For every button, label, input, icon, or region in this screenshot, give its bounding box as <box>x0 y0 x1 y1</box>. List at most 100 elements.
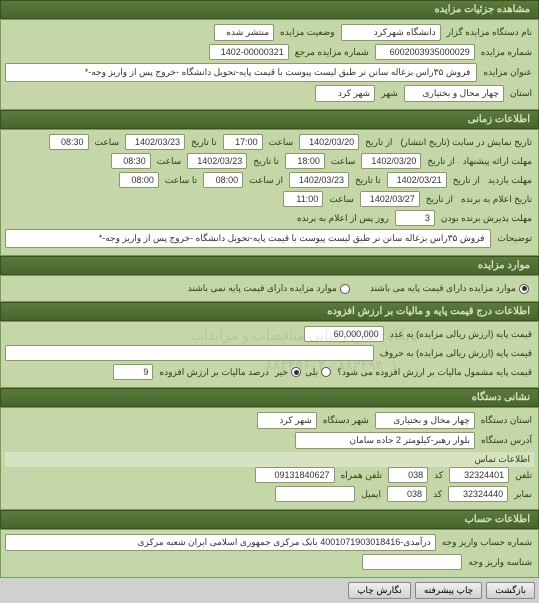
auction-no-label: شماره مزایده <box>479 47 534 58</box>
email-label: ایمیل <box>359 489 383 500</box>
visit-from-date: 1402/03/21 <box>387 172 447 188</box>
section-timing-body: تاریخ نمایش در سایت (تاریخ انتشار) از تا… <box>0 129 539 256</box>
status-label: وضعیت مزایده <box>278 27 337 38</box>
proposal-to-date: 1402/03/23 <box>187 153 247 169</box>
radio-vat-no[interactable]: خیر <box>275 367 301 378</box>
base-text-label: قیمت پایه (ارزش ریالی مزایده) به حروف <box>378 348 534 359</box>
section-price-body: پایگاه اطلاع رسانی مناقصات و مزایدات ۸۸۳… <box>0 321 539 388</box>
section-timing-header: اطلاعات زمانی <box>0 110 539 129</box>
email-field <box>275 486 355 502</box>
section-details-header: مشاهده جزئیات مزایده <box>0 0 539 19</box>
to-time-label1: تا ساعت <box>163 175 199 186</box>
proposal-from-date: 1402/03/20 <box>361 153 421 169</box>
vat-q-label: قیمت پایه مشمول مالیات بر ارزش افزوده می… <box>335 367 534 378</box>
radio-no-base[interactable]: موارد مزایده دارای قیمت پایه نمی باشند <box>188 283 350 294</box>
announce-date: 1402/03/27 <box>360 191 420 207</box>
time-label5: ساعت <box>327 194 356 205</box>
proposal-from-time: 18:00 <box>285 153 325 169</box>
time-label4: ساعت <box>155 156 184 167</box>
winner-accept-label: مهلت پذیرش برنده بودن <box>439 213 534 224</box>
pay-id-field <box>362 554 462 570</box>
to-date-label2: تا تاریخ <box>251 156 281 167</box>
pay-id-label: شناسه واریز وجه <box>466 557 534 568</box>
radio-vat-no-input[interactable] <box>291 367 301 377</box>
acc-no-label: شماره حساب واریز وجه <box>440 537 534 548</box>
time-label1: ساعت <box>267 137 296 148</box>
org-city-label: شهر دستگاه <box>321 415 371 426</box>
mobile-field: 09131840627 <box>255 467 335 483</box>
fax-label: نمابر <box>512 489 534 500</box>
desc-label: توضیحات <box>495 233 534 244</box>
vat-pct-label: درصد مالیات بر ارزش افزوده <box>157 367 270 378</box>
org-address-label: آدرس دستگاه <box>479 435 534 446</box>
section-account-header: اطلاعات حساب <box>0 510 539 529</box>
code2-field: 038 <box>387 486 427 502</box>
publish-to-time: 08:30 <box>49 134 89 150</box>
code1-label: کد <box>432 470 445 481</box>
preview-button[interactable]: چاپ پیشرفته <box>415 582 482 599</box>
section-items-body: موارد مزایده دارای قیمت پایه می باشند مو… <box>0 275 539 302</box>
province1-field: چهار محال و بختیاری <box>404 85 504 102</box>
ref-no-label: شماره مزایده مرجع <box>293 47 371 58</box>
base-num-field: 60,000,000 <box>304 326 384 342</box>
vat-pct-field: 9 <box>113 364 153 380</box>
contact-header: اطلاعات تماس <box>5 452 534 467</box>
fax-field: 32324440 <box>448 486 508 502</box>
section-price-header: اطلاعات درج قیمت پایه و مالیات بر ارزش ا… <box>0 302 539 321</box>
winner-accept-days: 3 <box>395 210 435 226</box>
radio-has-base-input[interactable] <box>519 284 529 294</box>
to-date-label3: تا تاریخ <box>353 175 383 186</box>
radio-has-base[interactable]: موارد مزایده دارای قیمت پایه می باشند <box>370 283 529 294</box>
org-address-field: بلوار رهبر-کیلومتر 2 جاده سامان <box>295 432 475 449</box>
proposal-to-time: 08:30 <box>111 153 151 169</box>
from-date-label1: از تاریخ <box>363 137 394 148</box>
phone-label: تلفن <box>513 470 534 481</box>
radio-has-base-label: موارد مزایده دارای قیمت پایه می باشند <box>370 283 516 294</box>
section-details-body: نام دستگاه مزایده گزار دانشگاه شهرکرد وض… <box>0 19 539 110</box>
from-date-label3: از تاریخ <box>451 175 482 186</box>
code1-field: 038 <box>388 467 428 483</box>
section-account-body: شماره حساب واریز وجه درآمدی-400107190301… <box>0 529 539 578</box>
city1-label: شهر <box>379 88 400 99</box>
visit-to-time: 08:00 <box>119 172 159 188</box>
from-date-label2: از تاریخ <box>425 156 456 167</box>
org-province-field: چهار محال و بختیاری <box>375 412 475 429</box>
org-name-field: دانشگاه شهرکرد <box>341 24 441 41</box>
back-button[interactable]: بازگشت <box>486 582 535 599</box>
section-org-header: نشانی دستگاه <box>0 388 539 407</box>
org-city-field: شهر کرد <box>257 412 317 429</box>
title-field: فروش ۳۵راس بزغاله سانن نر طبق لیست پیوست… <box>5 63 477 82</box>
publish-from-date: 1402/03/20 <box>299 134 359 150</box>
phone-field: 32324401 <box>449 467 509 483</box>
section-items-header: موارد مزایده <box>0 256 539 275</box>
radio-vat-yes[interactable]: بلی <box>305 367 331 378</box>
visit-label: مهلت بازدید <box>486 175 534 186</box>
publish-from-time: 17:00 <box>223 134 263 150</box>
publish-label: تاریخ نمایش در سایت (تاریخ انتشار) <box>398 137 534 148</box>
radio-no-base-input[interactable] <box>340 284 350 294</box>
org-province-label: استان دستگاه <box>479 415 534 426</box>
to-date-label1: تا تاریخ <box>189 137 219 148</box>
print-button[interactable]: نگارش چاپ <box>348 582 411 599</box>
title-label: عنوان مزایده <box>481 67 534 78</box>
button-row: بازگشت چاپ پیشرفته نگارش چاپ <box>0 578 539 603</box>
time-label2: ساعت <box>93 137 122 148</box>
base-num-label: قیمت پایه (ارزش ریالی مزایده) به عدد <box>388 329 534 340</box>
mobile-label: تلفن همراه <box>339 470 385 481</box>
radio-vat-yes-input[interactable] <box>321 367 331 377</box>
city1-field: شهر کرد <box>315 85 375 102</box>
time-label3: ساعت <box>329 156 358 167</box>
desc-field: فروش ۳۵راس بزغاله سانن نر طبق لیست پیوست… <box>5 229 491 248</box>
visit-to-date: 1402/03/23 <box>289 172 349 188</box>
section-org-body: استان دستگاه چهار محال و بختیاری شهر دست… <box>0 407 539 510</box>
ref-no-field: 1402-00000321 <box>209 44 289 60</box>
proposal-label: مهلت ارائه پیشنهاد <box>461 156 534 167</box>
visit-from-time: 08:00 <box>203 172 243 188</box>
province1-label: استان <box>508 88 534 99</box>
winner-notify-label: روز پس از اعلام به برنده <box>295 213 391 224</box>
publish-to-date: 1402/03/23 <box>125 134 185 150</box>
auction-no-field: 6002003935000029 <box>375 44 475 60</box>
announce-label: تاریخ اعلام به برنده <box>459 194 534 205</box>
org-name-label: نام دستگاه مزایده گزار <box>445 27 534 38</box>
radio-vat-yes-label: بلی <box>305 367 318 378</box>
